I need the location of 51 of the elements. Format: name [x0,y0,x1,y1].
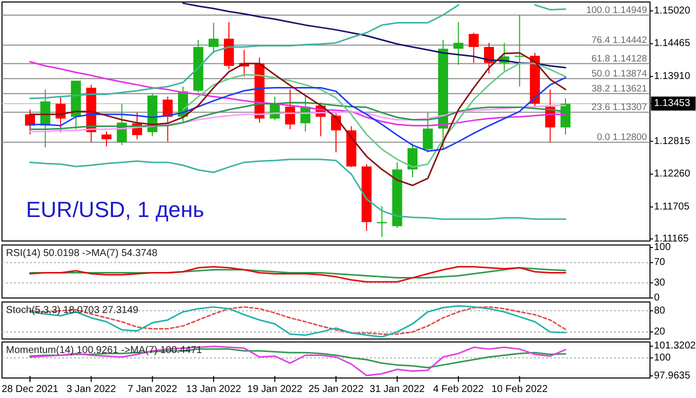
candlestick [468,32,479,64]
y-tick-label: 1.11705 [654,201,690,212]
ref-line-label: 23.6 1.13307 [592,102,647,114]
ref-line-label: 61.8 1.14128 [592,54,647,65]
y-tick-label: 1.13910 [654,71,691,82]
y-tick-label: 1.12815 [654,136,691,147]
ref-line-label: 38.2 1.13621 [592,84,647,95]
ref-line-label: 76.4 1.14442 [592,35,647,46]
ref-line-label: 50.0 1.13874 [592,68,647,80]
y-tick-label: 0 [654,292,660,304]
y-tick-label: 30 [654,277,666,288]
candlestick [453,22,464,66]
x-tick-label: 3 Jan 2022 [66,384,116,395]
y-tick-label: 20 [654,326,666,338]
y-tick-label: 101.3202 [654,340,696,352]
x-tick-label: 13 Jan 2022 [186,384,242,395]
y-tick-label: 1.11165 [654,233,690,244]
x-tick-label: 19 Jan 2022 [247,384,303,395]
candlestick [422,112,433,153]
ref-line-label: 100.0 1.14949 [586,5,647,16]
candlestick [208,22,219,54]
y-tick-label: 97.9635 [654,370,691,382]
chart-title: RSI(14) 50.0198 ->MA(7) 54.3748 [6,248,158,259]
candlestick [376,206,387,238]
candlestick [514,14,525,88]
x-tick-label: 4 Feb 2022 [433,384,484,395]
y-tick-label: 1.13453 [654,98,691,110]
line-series [29,266,566,279]
candlestick [408,142,418,178]
x-tick-label: 10 Feb 2022 [492,384,548,395]
candlestick [331,112,341,153]
y-tick-label: 100 [654,352,672,364]
line-series [29,266,566,283]
candlestick [484,42,494,74]
x-tick-label: 25 Jan 2022 [308,384,364,395]
x-tick-label: 28 Dec 2021 [2,384,59,395]
candlestick [285,89,296,130]
candlestick [162,96,173,142]
y-tick-label: 1.15020 [654,5,691,16]
y-tick-label: 1.12260 [654,168,691,180]
x-tick-label: 31 Jan 2022 [370,384,426,395]
x-tick-label: 7 Jan 2022 [128,384,178,395]
line-series [29,158,566,220]
y-tick-label: 80 [654,305,666,316]
y-tick-label: 100 [654,242,672,254]
candlestick [102,131,112,147]
y-tick-label: 1.14465 [654,38,691,50]
ref-line-label: 0.0 1.12800 [596,132,647,144]
line-series [182,2,566,68]
y-tick-label: 70 [654,257,666,268]
text: EUR/USD, 1 день [26,197,204,222]
